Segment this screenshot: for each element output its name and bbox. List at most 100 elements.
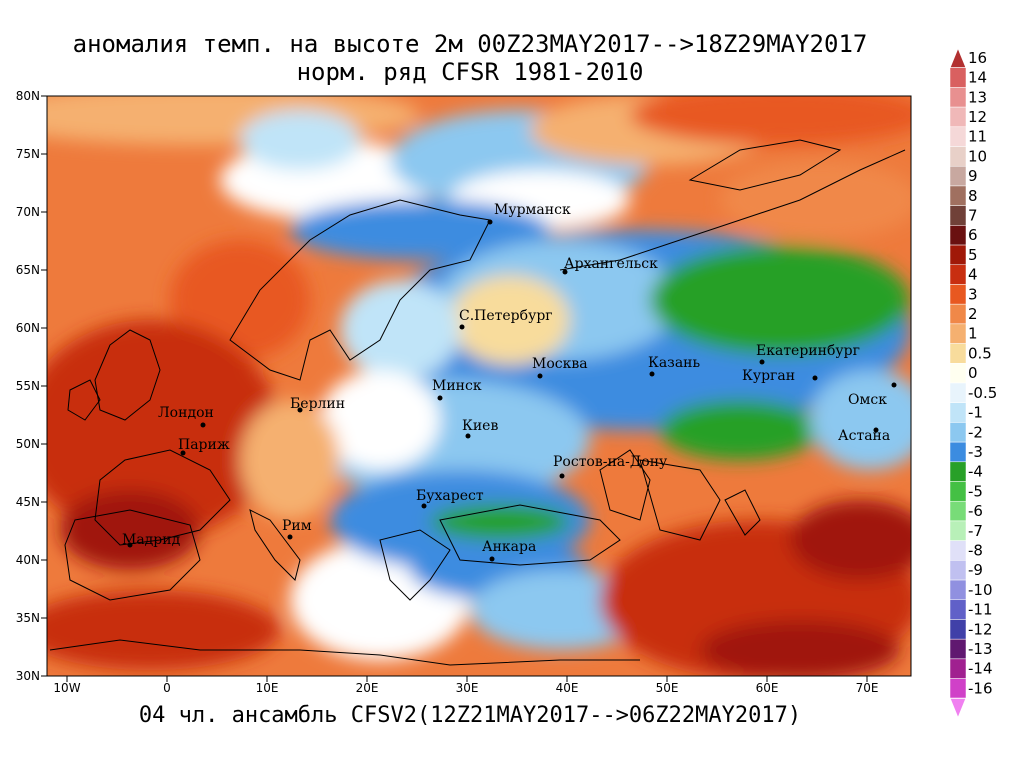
- city-marker: [873, 427, 879, 433]
- colorbar-label: 8: [968, 187, 978, 205]
- colorbar-swatch: [949, 658, 967, 679]
- lat-tick-label: 55N: [16, 379, 40, 393]
- coastlines: [49, 139, 906, 666]
- colorbar-swatch: [949, 185, 967, 206]
- city-marker: [559, 473, 565, 479]
- lat-tick-label: 40N: [16, 553, 40, 567]
- colorbar-label: 7: [968, 207, 978, 225]
- city-label: Рим: [282, 518, 312, 534]
- lon-tick-label: 30E: [456, 681, 479, 695]
- colorbar-swatch: [949, 165, 967, 187]
- colorbar-swatch: [949, 500, 967, 522]
- city-labels: Мурманск Архангельск С.Петербург Москва Каза…: [122, 202, 897, 562]
- lat-tick-label: 45N: [16, 495, 40, 509]
- colorbar-swatch: [949, 422, 967, 443]
- colorbar-label: -4: [968, 463, 983, 481]
- colorbar-label: 16: [968, 49, 987, 67]
- lat-tick-label: 70N: [16, 205, 40, 219]
- lon-tick-label: 20E: [356, 681, 379, 695]
- lat-tick-label: 80N: [16, 89, 40, 103]
- colorbar-swatch: [949, 303, 967, 325]
- city-marker: [649, 371, 655, 377]
- colorbar-swatch: [949, 520, 967, 541]
- colorbar-label: -12: [968, 620, 993, 638]
- lon-tick-label: 70E: [856, 681, 879, 695]
- colorbar-label: 9: [968, 167, 978, 185]
- colorbar-swatch: [949, 461, 967, 482]
- colorbar-swatch: [949, 284, 967, 305]
- latitude-axis: 80N 75N 70N 65N 60N 55N 50N 45N 40N 35N 30N: [16, 89, 47, 683]
- colorbar-label: -8: [968, 542, 983, 560]
- colorbar-swatch: [949, 225, 967, 246]
- colorbar-swatch: [949, 382, 967, 403]
- lon-tick-label: 0: [163, 681, 171, 695]
- lat-tick-label: 65N: [16, 263, 40, 277]
- colorbar-swatch: [949, 146, 967, 167]
- city-marker: [200, 422, 206, 428]
- city-marker: [562, 269, 568, 275]
- colorbar-label: 11: [968, 128, 987, 146]
- city-label: Казань: [648, 355, 700, 371]
- colorbar-label: 10: [968, 147, 987, 165]
- lat-tick-label: 60N: [16, 321, 40, 335]
- colorbar-label: -6: [968, 502, 983, 520]
- colorbar-swatch: [949, 106, 967, 128]
- map-subtitle: норм. ряд CFSR 1981-2010: [296, 58, 644, 86]
- city-marker: [459, 324, 465, 330]
- lat-tick-label: 75N: [16, 147, 40, 161]
- city-label: Бухарест: [416, 488, 484, 504]
- city-label: Берлин: [290, 396, 345, 412]
- city-marker: [759, 359, 765, 365]
- colorbar-label: 6: [968, 226, 978, 244]
- colorbar-label: 14: [968, 69, 987, 87]
- map-title: аномалия темп. на высоте 2м 00Z23MAY2017…: [72, 30, 868, 58]
- city-label: Омск: [848, 392, 887, 408]
- colorbar-swatch: [949, 619, 967, 640]
- colorbar-swatch: [949, 244, 967, 266]
- colorbar-label: -9: [968, 561, 983, 579]
- colorbar-label: -14: [968, 660, 993, 678]
- colorbar-label: -11: [968, 601, 993, 619]
- city-label: Курган: [742, 368, 795, 384]
- colorbar-label: 1: [968, 325, 978, 343]
- colorbar-label: -13: [968, 640, 993, 658]
- lat-tick-label: 35N: [16, 611, 40, 625]
- colorbar-label: 0.5: [968, 344, 992, 362]
- city-label: Мурманск: [494, 202, 571, 218]
- colorbar-swatch: [949, 205, 967, 226]
- city-label: Минск: [432, 378, 482, 394]
- colorbar-swatch: [949, 126, 967, 147]
- colorbar-swatch: [949, 638, 967, 660]
- lon-tick-label: 50E: [656, 681, 679, 695]
- colorbar-label: -2: [968, 423, 983, 441]
- colorbar-swatch: [949, 87, 967, 108]
- lon-tick-label: 10W: [53, 681, 80, 695]
- colorbar-label: 12: [968, 108, 987, 126]
- colorbar-swatch: [949, 678, 967, 699]
- colorbar-label: 4: [968, 266, 978, 284]
- colorbar-swatch: [949, 363, 967, 384]
- colorbar-swatch: [949, 481, 967, 502]
- colorbar-label: -0.5: [968, 384, 997, 402]
- city-marker: [127, 542, 133, 548]
- city-label: Москва: [532, 356, 588, 372]
- colorbar-swatch: [949, 264, 967, 285]
- lon-tick-label: 60E: [756, 681, 779, 695]
- colorbar-swatch: [949, 402, 967, 423]
- city-label: Астана: [838, 428, 890, 444]
- city-label: Киев: [462, 418, 498, 434]
- lon-tick-label: 10E: [256, 681, 279, 695]
- colorbar-swatch: [949, 560, 967, 581]
- colorbar-swatch: [949, 67, 967, 88]
- colorbar-swatch: [949, 343, 967, 364]
- lat-tick-label: 30N: [16, 669, 40, 683]
- city-marker: [487, 219, 493, 225]
- city-marker: [891, 382, 897, 388]
- colorbar-label: -16: [968, 679, 993, 697]
- colorbar-label: 2: [968, 305, 978, 323]
- ensemble-footer: 04 чл. ансамбль CFSV2(12Z21MAY2017-->06Z…: [138, 703, 802, 728]
- colorbar-swatch: [949, 599, 967, 620]
- colorbar-swatch: [949, 579, 967, 601]
